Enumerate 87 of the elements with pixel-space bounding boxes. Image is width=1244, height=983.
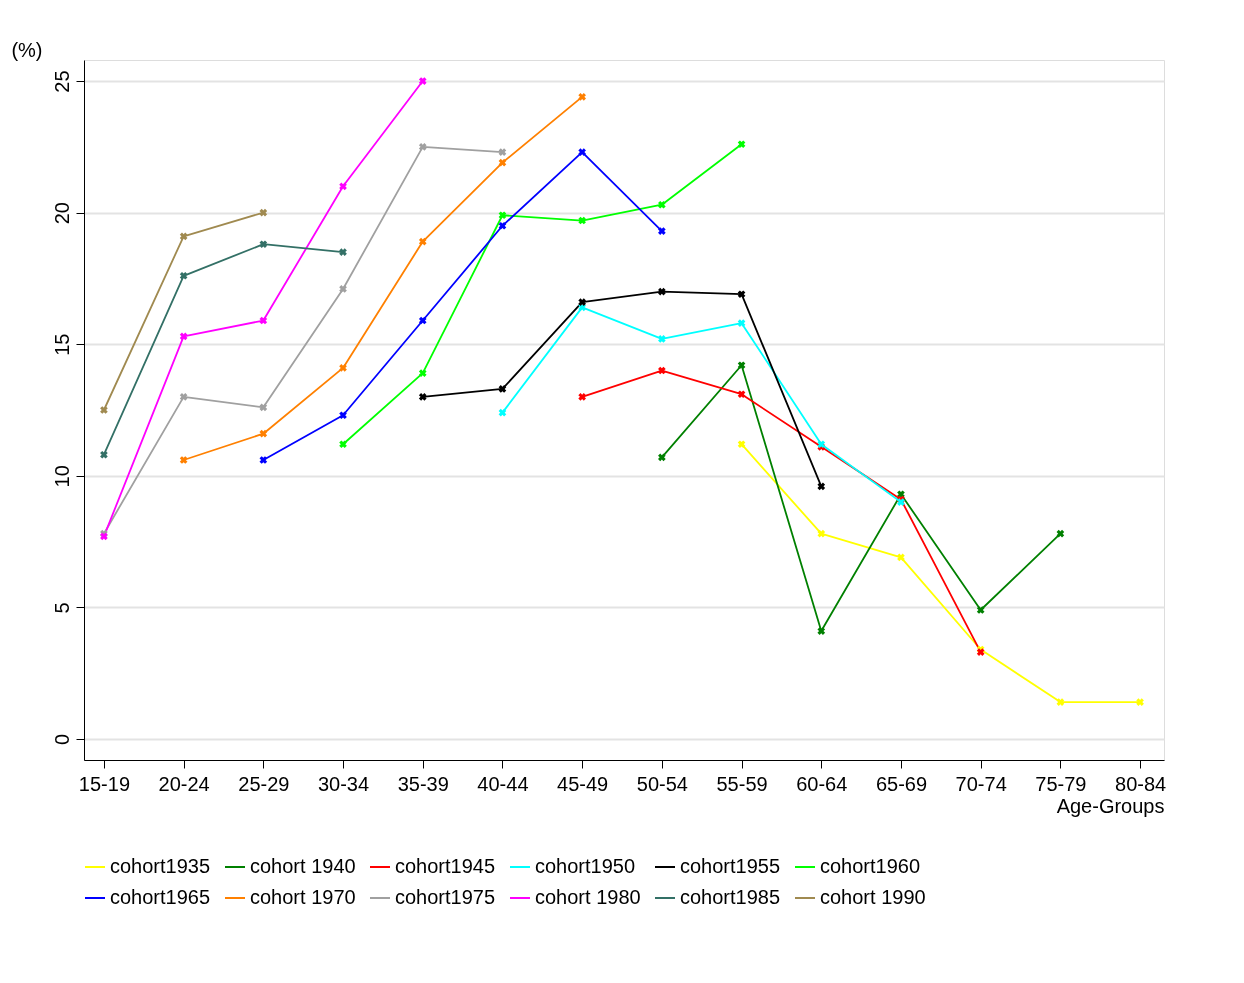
point [418,143,427,151]
legend-label: cohort1975 [395,886,496,908]
legend-label: cohort 1990 [820,886,926,908]
point [418,393,427,401]
point [737,361,746,370]
point [658,200,666,209]
point [498,211,507,220]
point [339,248,347,256]
point [737,319,746,327]
x-axis-title: Age-Groups [1056,794,1165,817]
point [817,482,826,491]
x-tick-label: 70-74 [955,772,1007,795]
legend-label: cohort1935 [110,855,211,877]
legend-label: cohort1965 [110,886,211,908]
point [498,148,507,156]
point [339,364,347,372]
x-tick-label: 65-69 [875,772,928,795]
x-tick-label: 20-24 [158,772,210,795]
legend-label: cohort1985 [680,886,781,908]
legend-label: cohort1950 [535,855,636,877]
y-axis-title: (%) [11,38,43,61]
point [339,182,347,191]
x-tick-label: 40-44 [477,772,529,795]
point [100,406,108,414]
point [179,332,188,341]
x-tick-label: 30-34 [317,772,370,795]
point [578,216,586,225]
point [418,77,427,85]
point [737,440,746,449]
point [418,316,427,325]
point [179,271,188,280]
point [179,456,188,464]
point [418,369,427,377]
legend-label: cohort 1940 [250,855,356,877]
point [179,393,188,401]
point [737,390,746,399]
x-tick-label: 80-84 [1115,772,1167,795]
point [658,287,666,296]
point [259,429,268,438]
legend-label: cohort1955 [680,855,781,877]
point [578,93,586,101]
point [259,208,268,217]
point [498,408,507,417]
y-tick-label: 0 [50,733,73,746]
point [259,316,268,325]
y-tick-label: 5 [50,602,73,614]
point [339,285,347,293]
y-tick-label: 10 [50,465,73,488]
x-tick-label: 25-29 [238,772,290,795]
point [498,221,507,230]
point [817,529,826,538]
legend-label: cohort 1970 [250,886,356,908]
x-tick-label: 15-19 [78,772,130,795]
point [339,411,347,420]
legend-label: cohort1945 [395,855,496,877]
point [1056,529,1065,538]
point [100,450,108,459]
y-tick-label: 25 [50,70,73,93]
point [259,240,268,249]
point [658,227,666,235]
x-tick-label: 50-54 [636,772,688,795]
legend-label: cohort1960 [820,855,921,877]
point [259,456,268,464]
x-tick-label: 35-39 [397,772,449,795]
point [897,553,905,562]
point [578,298,586,306]
x-tick-label: 60-64 [796,772,848,795]
point [658,366,666,375]
y-tick-label: 20 [50,202,73,225]
y-tick-label: 15 [50,333,73,356]
point [976,606,985,614]
point [1136,698,1144,706]
point [498,158,507,167]
legend-label: cohort 1980 [535,886,641,908]
point [259,403,268,412]
point [658,335,666,343]
x-tick-label: 75-79 [1035,772,1087,795]
point [737,140,746,149]
x-tick-label: 55-59 [716,772,768,795]
point [817,627,826,635]
point [418,237,427,246]
point [578,393,586,401]
point [339,440,347,449]
point [578,148,586,156]
x-tick-label: 45-49 [557,772,609,795]
point [179,232,188,241]
point [737,290,746,299]
